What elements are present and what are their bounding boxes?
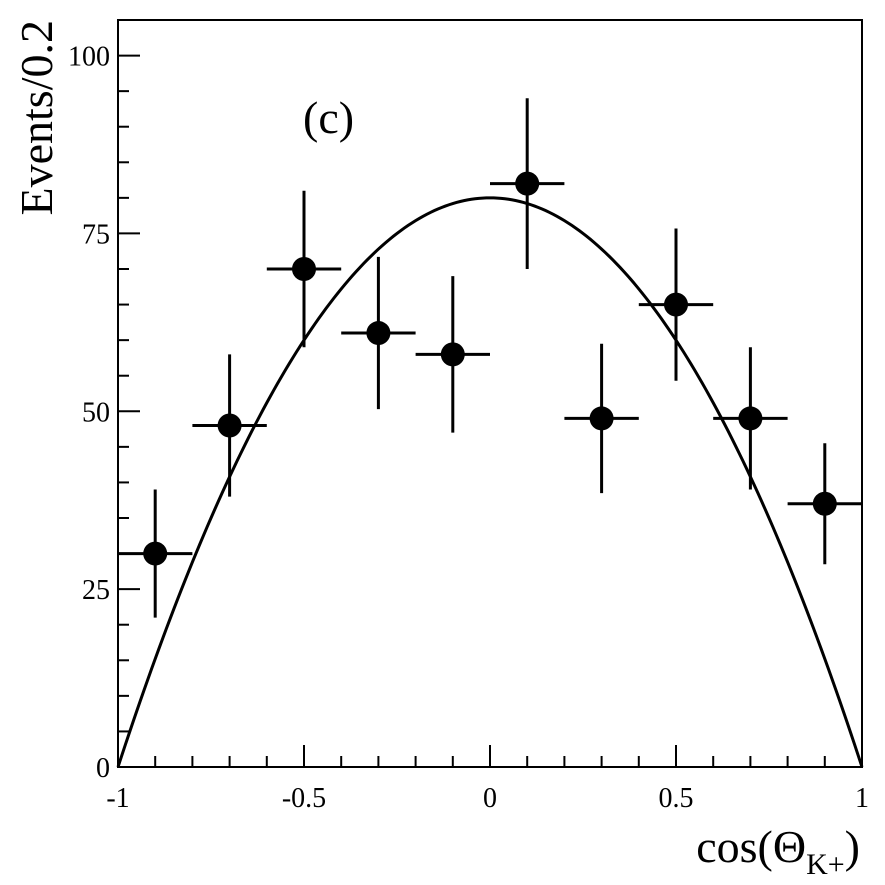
data-point bbox=[638, 228, 714, 381]
data-marker bbox=[440, 342, 465, 367]
x-tick-label: 1 bbox=[855, 783, 869, 814]
data-point bbox=[713, 347, 788, 490]
x-tick-label: -1 bbox=[106, 783, 129, 814]
data-marker bbox=[515, 171, 540, 196]
data-marker bbox=[366, 321, 391, 346]
data-marker bbox=[143, 541, 168, 566]
data-point bbox=[787, 443, 862, 565]
data-point bbox=[118, 489, 193, 618]
x-axis-ticks bbox=[117, 745, 863, 767]
y-tick-label: 100 bbox=[68, 42, 110, 73]
x-axis-title-prefix: cos( bbox=[696, 821, 773, 872]
fit-curve bbox=[116, 196, 864, 768]
x-axis-title-subscript: K+ bbox=[806, 848, 845, 881]
y-tick-label: 0 bbox=[96, 753, 110, 784]
data-point bbox=[192, 354, 267, 497]
y-tick-label: 50 bbox=[82, 397, 110, 428]
x-axis-title: cos(ΘK+) bbox=[696, 821, 860, 881]
data-marker bbox=[738, 406, 763, 431]
data-marker bbox=[292, 257, 316, 281]
data-points bbox=[118, 98, 862, 618]
y-axis-title: Events/0.2 bbox=[11, 20, 62, 215]
y-tick-label: 75 bbox=[82, 219, 110, 250]
y-tick-label: 25 bbox=[82, 575, 110, 606]
data-point bbox=[415, 276, 490, 433]
y-axis-ticks bbox=[118, 54, 140, 768]
y-axis-tick-labels: 0 25 50 75 100 bbox=[68, 42, 110, 784]
x-tick-label: 0.5 bbox=[659, 783, 694, 814]
data-marker bbox=[812, 491, 837, 516]
data-marker bbox=[589, 406, 614, 431]
x-axis-tick-labels: -1 -0.5 0 0.5 1 bbox=[106, 783, 869, 814]
x-axis-title-suffix: ) bbox=[845, 821, 860, 872]
data-point bbox=[266, 190, 342, 348]
x-tick-label: 0 bbox=[483, 783, 497, 814]
data-point bbox=[564, 343, 639, 494]
x-tick-label: -0.5 bbox=[282, 783, 326, 814]
data-marker bbox=[664, 292, 688, 317]
x-axis-title-symbol: Θ bbox=[773, 821, 806, 872]
data-point bbox=[490, 98, 565, 269]
data-point bbox=[341, 256, 416, 410]
panel-label: (c) bbox=[303, 92, 354, 143]
data-marker bbox=[217, 413, 242, 438]
